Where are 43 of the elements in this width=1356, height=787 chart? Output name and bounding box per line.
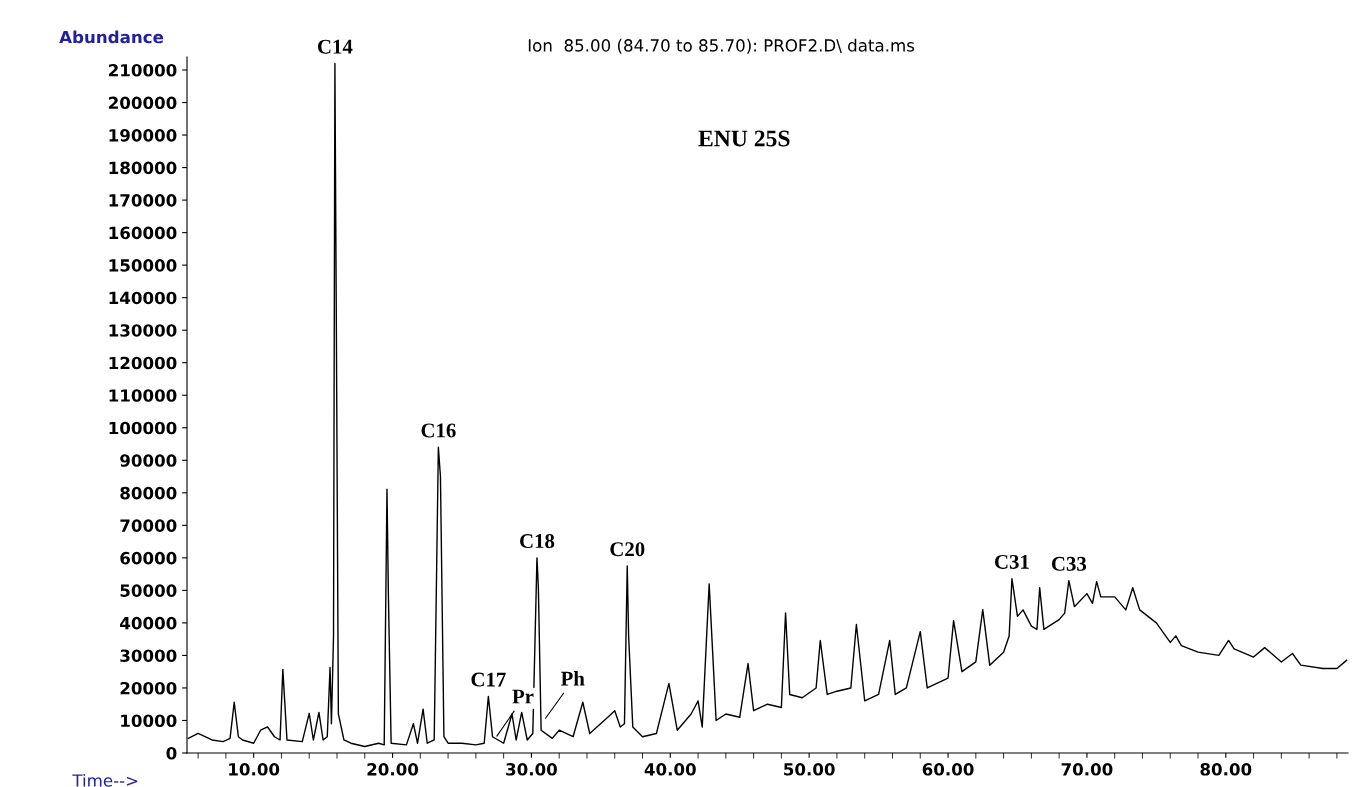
y-tick-label: 160000 <box>109 226 177 240</box>
annotation: C20 <box>610 542 645 557</box>
annotation: C31 <box>995 554 1029 569</box>
y-tick-label: 90000 <box>120 454 177 467</box>
x-tick-label: 40.00 <box>644 763 696 776</box>
y-tick-label: 200000 <box>109 96 177 110</box>
annotation: C14 <box>317 39 353 54</box>
x-tick-label: 60.00 <box>922 763 974 776</box>
y-tick-label: 80000 <box>120 486 177 500</box>
y-tick-label: 190000 <box>109 129 177 142</box>
y-tick-label: 70000 <box>120 519 177 532</box>
y-tick-label: 130000 <box>109 324 177 337</box>
annotation: ENU 25S <box>698 130 790 147</box>
x-tick-label: 20.00 <box>367 763 419 776</box>
y-tick-label: 20000 <box>120 681 177 695</box>
annotation: C16 <box>421 423 456 438</box>
y-tick-label: 30000 <box>120 649 177 662</box>
y-tick-label: 10000 <box>121 714 177 728</box>
y-tick-label: 110000 <box>109 389 177 402</box>
y-tick-label: 180000 <box>109 161 177 175</box>
annotation: Pr <box>512 689 534 704</box>
x-tick-label: 70.00 <box>1061 763 1113 776</box>
y-tick-label: 170000 <box>109 194 177 207</box>
y-axis-title: Abundance <box>59 30 164 44</box>
annotation: C18 <box>520 534 555 549</box>
y-tick-label: 60000 <box>120 551 177 565</box>
y-tick-label: 150000 <box>109 259 177 272</box>
annotation: Ph <box>560 671 585 686</box>
annotation: C17 <box>471 672 506 687</box>
y-tick-label: 210000 <box>109 63 177 77</box>
annotation: C33 <box>1051 556 1087 571</box>
y-tick-label: 140000 <box>109 291 177 305</box>
x-tick-label: 30.00 <box>506 763 557 776</box>
chart-title: Ion 85.00 (84.70 to 85.70): PROF2.D\ data.ms <box>528 38 915 54</box>
y-tick-label: 0 <box>166 746 177 760</box>
x-axis-title: Time--> <box>72 773 138 787</box>
x-tick-label: 10.00 <box>229 763 280 776</box>
y-tick-label: 100000 <box>109 421 177 435</box>
x-tick-label: 50.00 <box>784 763 835 776</box>
y-tick-label: 120000 <box>109 356 177 370</box>
y-tick-label: 50000 <box>120 584 177 597</box>
y-tick-label: 40000 <box>120 616 177 630</box>
x-tick-label: 80.00 <box>1200 763 1252 776</box>
